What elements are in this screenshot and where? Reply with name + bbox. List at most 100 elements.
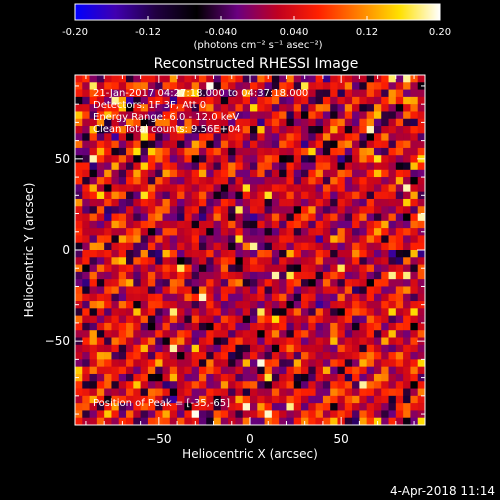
heatmap-cell [126, 250, 134, 258]
heatmap-cell [352, 373, 360, 382]
heatmap-cell [118, 169, 127, 178]
heatmap-cell [228, 373, 236, 382]
heatmap-cell [118, 381, 127, 389]
heatmap-cell [242, 330, 251, 338]
heatmap-cell [213, 147, 222, 156]
heatmap-cell [235, 206, 244, 214]
heatmap-cell [206, 191, 214, 200]
heatmap-cell [104, 373, 112, 382]
heatmap-cell [301, 373, 309, 382]
heatmap-cell [184, 388, 192, 397]
heatmap-cell [82, 381, 90, 389]
heatmap-cell [235, 111, 244, 120]
heatmap-cell [395, 250, 404, 258]
heatmap-cell [301, 330, 309, 338]
heatmap-cell [242, 366, 251, 375]
heatmap-cell [279, 169, 287, 178]
heatmap-cell [344, 293, 353, 302]
heatmap-cell [206, 96, 214, 105]
heatmap-cell [133, 206, 141, 214]
heatmap-cell [184, 82, 192, 90]
heatmap-cell [264, 235, 273, 244]
heatmap-cell [213, 177, 222, 185]
heatmap-cell [242, 111, 251, 120]
heatmap-cell [169, 118, 178, 127]
heatmap-cell [184, 220, 192, 229]
heatmap-cell [184, 279, 192, 287]
heatmap-cell [177, 198, 185, 207]
heatmap-cell [322, 388, 331, 397]
heatmap-cell [228, 271, 236, 280]
heatmap-cell [111, 330, 120, 338]
heatmap-cell [395, 133, 404, 141]
heatmap-cell [250, 184, 258, 192]
heatmap-cell [403, 352, 411, 360]
heatmap-cell [126, 279, 134, 287]
heatmap-cell [417, 293, 426, 302]
heatmap-cell [191, 293, 200, 302]
heatmap-cell [337, 228, 346, 236]
heatmap-cell [89, 366, 98, 375]
heatmap-cell [228, 381, 236, 389]
heatmap-cell [417, 359, 426, 367]
colorbar [74, 3, 441, 21]
heatmap-cell [155, 198, 163, 207]
heatmap-cell [279, 206, 287, 214]
heatmap-cell [213, 111, 222, 120]
heatmap-cell [75, 366, 83, 375]
heatmap-cell [337, 352, 346, 360]
heatmap-cell [337, 315, 346, 324]
heatmap-cell [286, 286, 295, 295]
heatmap-cell [301, 308, 309, 316]
heatmap-cell [191, 191, 200, 200]
heatmap-cell [337, 301, 346, 309]
heatmap-cell [235, 250, 244, 258]
heatmap-cell [359, 162, 367, 171]
heatmap-cell [322, 322, 331, 331]
heatmap-cell [359, 344, 367, 353]
heatmap-cell [140, 169, 149, 178]
heatmap-cell [293, 257, 302, 265]
heatmap-cell [250, 82, 258, 90]
heatmap-cell [228, 315, 236, 324]
heatmap-cell [235, 403, 244, 411]
heatmap-cell [242, 417, 251, 426]
heatmap-cell [235, 82, 244, 90]
heatmap-cell [213, 169, 222, 178]
heatmap-cell [169, 352, 178, 360]
heatmap-cell [191, 410, 200, 419]
heatmap-cell [395, 126, 404, 134]
y-axis-tick-label: 0 [62, 243, 70, 257]
heatmap-cell [366, 213, 375, 222]
heatmap-cell [89, 315, 98, 324]
heatmap-cell [381, 337, 389, 346]
heatmap-cell [96, 111, 105, 120]
heatmap-cell [126, 177, 134, 185]
heatmap-cell [213, 235, 222, 244]
heatmap-cell [198, 162, 207, 171]
heatmap-cell [286, 126, 295, 134]
heatmap-cell [75, 96, 83, 105]
heatmap-cell [359, 381, 367, 389]
heatmap-cell [228, 344, 236, 353]
heatmap-cell [162, 191, 171, 200]
heatmap-cell [198, 198, 207, 207]
heatmap-cell [220, 75, 229, 83]
heatmap-cell [344, 82, 353, 90]
heatmap-cell [286, 410, 295, 419]
heatmap-cell [198, 403, 207, 411]
heatmap-cell [184, 133, 192, 141]
heatmap-cell [301, 257, 309, 265]
colorbar-tick-label: 0.20 [429, 27, 451, 38]
heatmap-cell [359, 118, 367, 127]
heatmap-cell [140, 315, 149, 324]
heatmap-cell [191, 308, 200, 316]
heatmap-cell [184, 271, 192, 280]
heatmap-cell [315, 257, 324, 265]
heatmap-cell [359, 213, 367, 222]
heatmap-cell [417, 366, 426, 375]
heatmap-cell [279, 381, 287, 389]
heatmap-cell [104, 169, 112, 178]
heatmap-cell [293, 177, 302, 185]
heatmap-cell [250, 118, 258, 127]
